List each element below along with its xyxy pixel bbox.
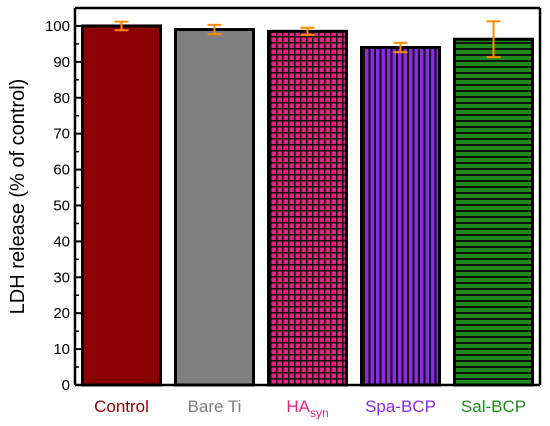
y-tick-label: 30 [53,269,70,286]
y-tick-label: 40 [53,233,70,250]
category-labels: Control Bare Ti HAsyn Spa-BCP Sal-BCP [94,397,526,420]
bar-ha [267,29,348,387]
category-label: Sal-BCP [461,397,526,416]
error-bar [486,20,501,59]
y-axis-label: LDH release (% of control) [7,79,29,315]
y-tick-label: 20 [53,305,70,322]
bars [81,24,534,387]
bar-spa-bcp [360,45,441,387]
error-bar [300,26,315,36]
y-tick-label: 10 [53,341,70,358]
y-tick-label: 0 [62,377,70,394]
bar-sal-bcp [453,37,534,387]
y-tick-label: 50 [53,197,70,214]
category-label: Control [94,397,149,416]
y-tick-label: 100 [45,18,70,35]
y-tick-label: 80 [53,90,70,107]
y-tick-label: 70 [53,126,70,143]
y-tick-label: 60 [53,162,70,179]
category-label: HAsyn [286,397,328,420]
category-label: Spa-BCP [365,397,436,416]
bar-control [81,24,162,387]
y-tick-label: 90 [53,54,70,71]
error-bar [114,20,129,32]
error-bar [393,41,408,54]
error-bars [114,20,501,59]
error-bar [207,23,222,36]
category-label: Bare Ti [188,397,242,416]
axes: 0 10 20 30 40 50 60 70 80 90 100 [45,6,542,394]
bar-bare-ti [174,28,255,387]
